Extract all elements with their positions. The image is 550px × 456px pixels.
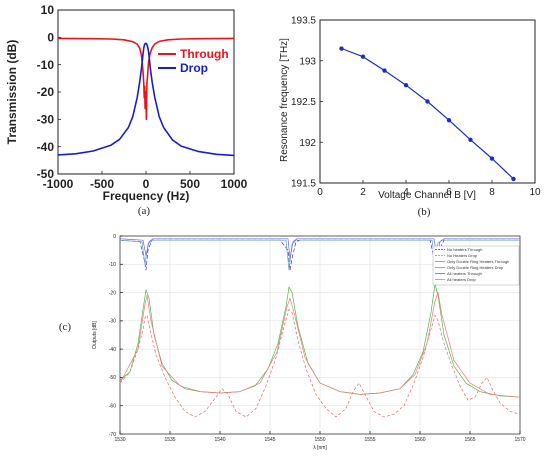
b-data-point-4	[425, 99, 430, 104]
c-y-tick-label-4: -40	[109, 347, 116, 353]
b-data-point-2	[382, 68, 387, 73]
b-x-tick-label-3: 6	[446, 187, 452, 198]
b-y-tick-label-3: 192	[299, 138, 316, 149]
a-legend-label-1: Drop	[180, 61, 208, 75]
c-y-tick-label-3: -30	[109, 319, 116, 325]
b-data-point-5	[446, 118, 452, 123]
b-y-tick-label-1: 193	[299, 56, 316, 67]
c-legend-label-4: All heaters Through	[447, 271, 482, 276]
c-x-tick-label-6: 1560	[414, 437, 425, 443]
a-x-tick-label-3: 500	[180, 177, 200, 191]
c-panel-caption: (c)	[59, 321, 72, 333]
c-legend-label-5: All heaters Drop	[447, 277, 476, 282]
c-x-tick-label-8: 1570	[514, 437, 525, 443]
panel-c-outputs-chart: 1530 1535 1540 1545 1550 1555 1560 1565 1570 0 -10…	[59, 234, 526, 451]
b-y-tick-label-2: 192.5	[291, 97, 316, 108]
a-y-tick-label-2: -10	[37, 58, 55, 72]
c-legend-label-1: No Heaters Drop	[447, 253, 478, 258]
a-y-tick-label-0: 10	[41, 3, 55, 17]
b-x-tick-label-4: 8	[489, 187, 495, 198]
c-y-tick-label-2: -20	[109, 290, 116, 296]
a-x-tick-label-4: 1000	[221, 177, 248, 191]
c-x-tick-label-3: 1545	[264, 437, 275, 443]
c-x-tick-label-5: 1555	[364, 437, 375, 443]
b-data-point-1	[360, 54, 366, 59]
c-y-tick-label-5: -50	[109, 375, 116, 381]
b-panel-caption: (b)	[418, 206, 431, 218]
c-x-tick-label-1: 1535	[164, 437, 175, 443]
c-x-tick-label-7: 1565	[464, 437, 475, 443]
panel-a-transmission-chart: -1000 -500 0 500 1000 10 0 -10 -20 -30 -40 -50 Frequ…	[5, 3, 248, 217]
c-x-axis-label: λ [nm]	[313, 445, 327, 451]
b-data-point-8	[511, 176, 516, 182]
b-x-tick-label-1: 2	[360, 187, 366, 198]
c-x-tick-label-2: 1540	[214, 437, 225, 443]
b-x-tick-label-0: 0	[317, 187, 323, 198]
c-legend-label-0: No heaters Through	[447, 247, 483, 252]
c-y-tick-label-6: -60	[109, 403, 116, 409]
a-y-tick-label-6: -50	[37, 167, 55, 181]
c-y-tick-label-1: -10	[109, 262, 116, 268]
c-x-tick-label-0: 1530	[114, 437, 125, 443]
b-data-point-6	[468, 137, 473, 143]
b-x-tick-label-2: 4	[403, 187, 409, 198]
c-series-line-4	[119, 238, 520, 259]
c-y-axis-label: Outputs [dB]	[92, 320, 98, 348]
a-y-tick-label-3: -20	[37, 85, 55, 99]
c-legend-label-3: Only Double Ring Heaters Drop	[447, 265, 504, 270]
a-series-line-0	[57, 37, 235, 121]
panel-b-resonance-chart: 0 2 4 6 8 10 193.5 193 192.5 192 191.5 Voltage Chan…	[279, 16, 541, 219]
c-y-tick-label-0: 0	[113, 234, 116, 240]
b-data-point-3	[403, 83, 409, 88]
c-series-line-1	[119, 309, 521, 418]
b-y-tick-label-4: 191.5	[291, 179, 316, 190]
a-legend-label-0: Through	[180, 47, 229, 61]
b-y-axis-label: Resonance frequency [THz]	[279, 38, 290, 162]
a-x-axis-label: Frequency (Hz)	[103, 189, 190, 203]
a-panel-caption: (a)	[138, 205, 151, 217]
a-x-tick-label-2: 0	[143, 177, 150, 191]
c-legend-box	[432, 245, 520, 286]
b-data-point-7	[489, 156, 495, 161]
a-x-tick-label-1: -500	[90, 177, 114, 191]
a-series-line-1	[57, 42, 235, 157]
c-legend-label-2: Only Double Ring Heaters Through	[447, 259, 509, 264]
b-x-axis-label: Voltage Channel B [V]	[378, 190, 476, 201]
a-x-tick-label-0: -1000	[43, 177, 74, 191]
a-y-tick-label-5: -40	[37, 140, 55, 154]
b-y-tick-label-0: 193.5	[291, 16, 316, 27]
b-series-line-0	[341, 47, 514, 180]
c-y-tick-label-7: -70	[109, 432, 116, 438]
b-x-tick-label-5: 10	[529, 187, 541, 198]
c-x-tick-label-4: 1550	[314, 437, 325, 443]
c-series-line-3	[119, 283, 521, 398]
b-data-point-0	[339, 46, 344, 51]
a-y-tick-label-1: 0	[47, 31, 54, 45]
a-y-tick-label-4: -30	[37, 113, 55, 127]
a-y-axis-label: Transmission (dB)	[5, 40, 19, 145]
c-series-line-5	[119, 292, 521, 398]
